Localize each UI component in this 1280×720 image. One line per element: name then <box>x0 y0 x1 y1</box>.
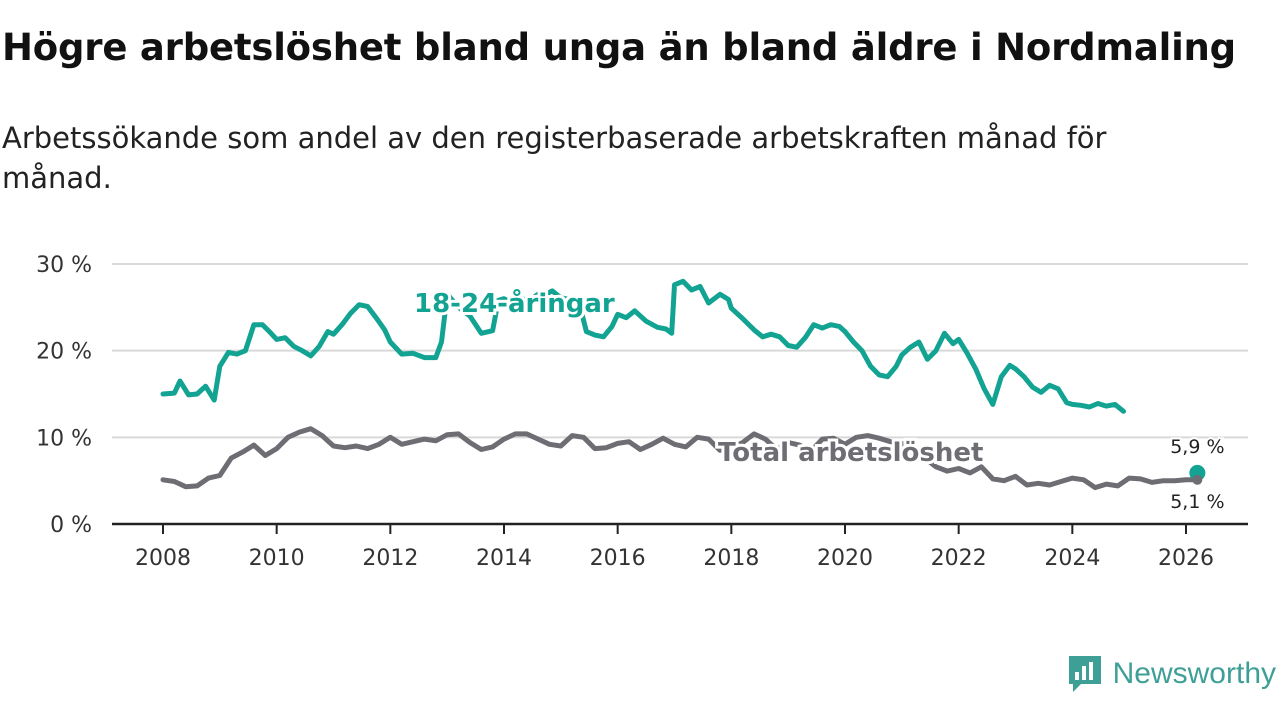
x-tick-label: 2024 <box>1044 546 1100 571</box>
y-tick-label: 30 % <box>36 253 92 278</box>
youth-end-label: 5,9 % <box>1170 436 1224 458</box>
x-tick-label: 2022 <box>931 546 987 571</box>
series-lines <box>160 278 1200 491</box>
x-tick-label: 2018 <box>703 546 759 571</box>
x-tick-label: 2014 <box>476 546 532 571</box>
x-tick-label: 2026 <box>1158 546 1214 571</box>
x-tick-label: 2008 <box>135 546 191 571</box>
x-tick-label: 2012 <box>362 546 418 571</box>
brand-name: Newsworthy <box>1112 657 1276 690</box>
brand: Newsworthy <box>1067 654 1276 694</box>
total-end-label: 5,1 % <box>1170 491 1224 513</box>
y-axis-ticks: 0 % 10 % 20 % 30 % <box>36 253 92 538</box>
newsworthy-logo-icon <box>1068 656 1101 692</box>
series-labels: 18-24-åringar Total arbetslöshet 5,9 % 5,1 … <box>411 284 1227 515</box>
grid-lines <box>112 263 1248 439</box>
x-axis-ticks: 2008 2010 2012 2014 2016 2018 2020 2022 2024 2026 <box>112 522 1248 571</box>
x-tick-label: 2016 <box>590 546 646 571</box>
chart-title: Högre arbetslöshet bland unga än bland ä… <box>2 26 1236 69</box>
y-tick-label: 10 % <box>36 426 92 451</box>
x-tick-label: 2020 <box>817 546 873 571</box>
y-tick-label: 20 % <box>36 340 92 365</box>
series-line-youth <box>160 278 1126 414</box>
total-end-marker <box>1192 474 1203 485</box>
series-label-total: Total arbetslöshet <box>718 438 983 468</box>
chart-subtitle: Arbetssökande som andel av den registerb… <box>2 121 1107 195</box>
x-tick-label: 2010 <box>249 546 305 571</box>
y-tick-label: 0 % <box>50 513 92 538</box>
series-line-total <box>160 426 1200 491</box>
series-label-youth: 18-24-åringar <box>414 287 615 319</box>
